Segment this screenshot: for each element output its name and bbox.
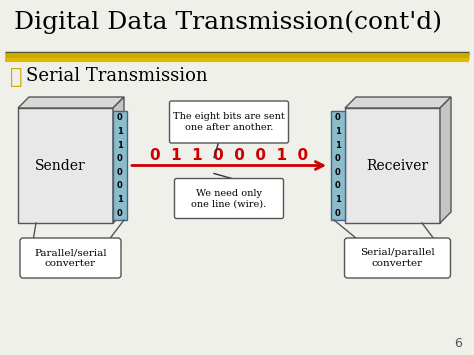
Polygon shape [18,97,124,108]
Text: 1: 1 [335,141,341,149]
Text: We need only
one line (wire).: We need only one line (wire). [191,189,266,208]
Text: 0: 0 [335,113,341,122]
FancyBboxPatch shape [345,238,450,278]
Text: 0: 0 [117,113,123,122]
FancyBboxPatch shape [170,101,289,143]
Polygon shape [113,111,127,220]
Text: Serial Transmission: Serial Transmission [26,67,208,85]
Text: 0: 0 [335,209,341,218]
Text: Serial/parallel
converter: Serial/parallel converter [360,248,435,268]
Text: 0: 0 [117,168,123,177]
Text: Sender: Sender [35,158,86,173]
Text: 1: 1 [117,195,123,204]
Text: 0  1  1  0  0  0  1  0: 0 1 1 0 0 0 1 0 [150,148,308,163]
Text: ␸: ␸ [10,67,22,87]
Text: 0: 0 [117,154,123,163]
FancyBboxPatch shape [174,179,283,218]
Text: 1: 1 [117,127,123,136]
Text: 0: 0 [335,168,341,177]
Text: Parallel/serial
converter: Parallel/serial converter [34,248,107,268]
Polygon shape [331,111,345,220]
Polygon shape [345,97,451,108]
FancyBboxPatch shape [20,238,121,278]
Text: 6: 6 [454,337,462,350]
Text: The eight bits are sent
one after another.: The eight bits are sent one after anothe… [173,112,285,132]
Text: 0: 0 [335,154,341,163]
Polygon shape [113,97,124,223]
Text: Receiver: Receiver [366,158,428,173]
Text: Digital Data Transmission(cont'd): Digital Data Transmission(cont'd) [14,10,442,33]
Text: 1: 1 [117,141,123,149]
Polygon shape [345,108,440,223]
Text: 0: 0 [335,181,341,190]
Polygon shape [440,97,451,223]
Polygon shape [18,108,113,223]
Text: 0: 0 [117,209,123,218]
Text: 1: 1 [335,195,341,204]
Text: 1: 1 [335,127,341,136]
Text: 0: 0 [117,181,123,190]
